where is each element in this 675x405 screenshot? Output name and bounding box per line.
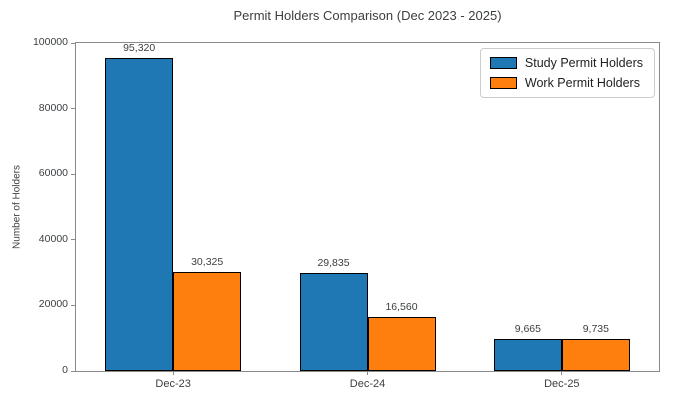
bar-work-permit-holders-dec-25 [561, 339, 630, 371]
legend-swatch-icon [489, 57, 517, 69]
y-tick-label: 0 [62, 364, 68, 376]
plot-area: Study Permit Holders Work Permit Holders … [33, 36, 660, 390]
legend-swatch-icon [489, 77, 517, 89]
bar-value-label: 9,665 [514, 323, 541, 336]
y-tick-label: 80000 [38, 101, 68, 114]
x-tick-label: Dec-25 [544, 378, 580, 390]
y-tick-mark [71, 370, 75, 372]
legend-item: Study Permit Holders [489, 56, 643, 70]
y-tick-label: 100000 [32, 36, 68, 48]
bar-value-label: 29,835 [317, 257, 350, 270]
y-tick-label: 20000 [38, 298, 68, 311]
bar-study-permit-holders-dec-24 [299, 273, 368, 371]
y-tick-mark [71, 239, 75, 241]
y-tick-mark [71, 173, 75, 175]
x-tick-label: Dec-24 [349, 378, 386, 390]
x-tick-mark [561, 371, 563, 375]
legend: Study Permit Holders Work Permit Holders [479, 48, 655, 98]
y-tick-label: 40000 [38, 232, 68, 245]
y-tick-mark [71, 304, 75, 306]
bar-work-permit-holders-dec-23 [173, 271, 242, 371]
bar-work-permit-holders-dec-24 [367, 316, 436, 371]
legend-item-label: Study Permit Holders [524, 56, 643, 70]
y-tick-label: 60000 [38, 167, 68, 180]
x-tick-label: Dec-23 [155, 378, 191, 390]
bar-study-permit-holders-dec-25 [493, 339, 562, 371]
chart-title: Permit Holders Comparison (Dec 2023 - 20… [233, 8, 502, 23]
bar-study-permit-holders-dec-23 [105, 58, 174, 371]
x-tick-mark [172, 371, 174, 375]
bar-value-label: 30,325 [191, 255, 224, 268]
y-tick-mark [71, 42, 75, 44]
legend-item-label: Work Permit Holders [524, 76, 640, 90]
y-tick-mark [71, 108, 75, 110]
bar-value-label: 16,560 [385, 300, 418, 313]
legend-item: Work Permit Holders [489, 76, 643, 90]
x-tick-mark [367, 371, 368, 375]
bar-value-label: 95,320 [123, 42, 156, 55]
bar-value-label: 9,735 [582, 323, 609, 336]
